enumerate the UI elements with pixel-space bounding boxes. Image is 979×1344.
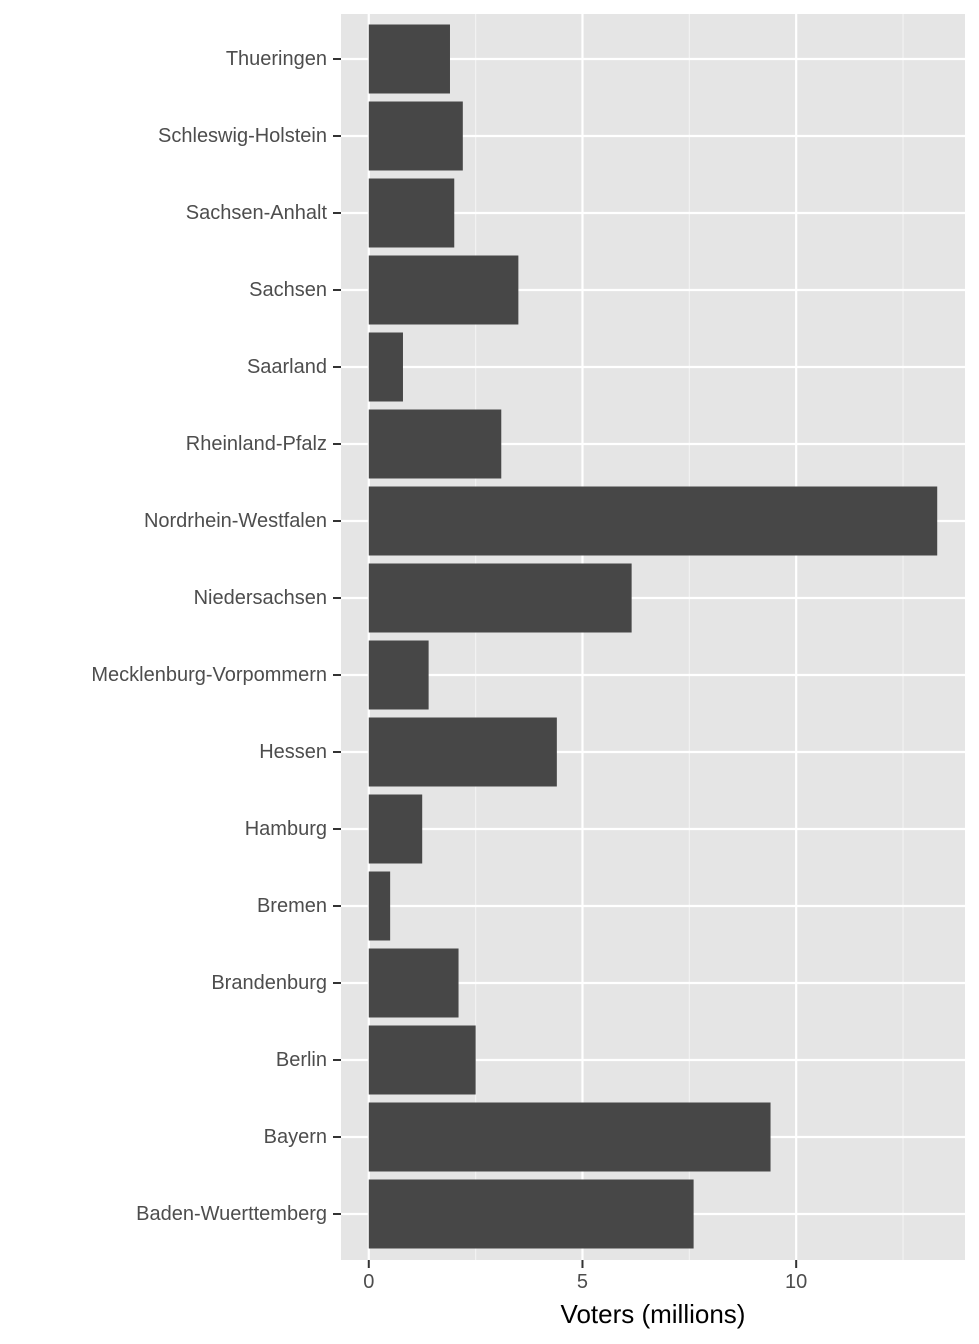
bar-schleswig-holstein: [368, 101, 463, 171]
y-tick-label: Rheinland-Pfalz: [186, 433, 327, 455]
y-tick-label: Nordrhein-Westfalen: [144, 510, 327, 532]
x-axis-title: Voters (millions): [561, 1299, 746, 1329]
bar-sachsen-anhalt: [368, 178, 455, 248]
y-tick-label: Schleswig-Holstein: [158, 125, 327, 147]
y-tick-label: Bayern: [264, 1126, 327, 1148]
bar-bayern: [368, 1102, 771, 1172]
x-tick-label: 10: [785, 1271, 807, 1293]
bar-hessen: [368, 717, 557, 787]
bar-hamburg: [368, 794, 423, 864]
bar-baden-wuerttemberg: [368, 1179, 694, 1249]
bar-sachsen: [368, 255, 519, 325]
bar-rheinland-pfalz: [368, 409, 502, 479]
y-tick-label: Bremen: [257, 895, 327, 917]
y-tick-label: Saarland: [247, 356, 327, 378]
bar-mecklenburg-vorpommern: [368, 640, 429, 710]
y-tick-label: Hessen: [259, 741, 327, 763]
bar-thueringen: [368, 24, 450, 94]
bar-brandenburg: [368, 948, 459, 1018]
x-axis: 0 5 10: [363, 1260, 807, 1293]
y-axis: Baden-Wuerttemberg Bayern Berlin Brandenbur…: [91, 48, 341, 1225]
bar-niedersachsen: [368, 563, 632, 633]
bar-bremen: [368, 871, 391, 941]
y-tick-label: Baden-Wuerttemberg: [136, 1203, 327, 1225]
x-tick-label: 5: [577, 1271, 588, 1293]
y-tick-label: Niedersachsen: [194, 587, 327, 609]
x-tick-label: 0: [363, 1271, 374, 1293]
bars: [368, 24, 938, 1249]
y-tick-label: Berlin: [276, 1049, 327, 1071]
y-tick-label: Mecklenburg-Vorpommern: [91, 664, 327, 686]
bar-berlin: [368, 1025, 476, 1095]
y-tick-label: Thueringen: [226, 48, 327, 70]
y-tick-label: Sachsen: [249, 279, 327, 301]
y-tick-label: Brandenburg: [211, 972, 327, 994]
y-tick-label: Hamburg: [245, 818, 327, 840]
bar-nordrhein-westfalen: [368, 486, 938, 556]
bar-saarland: [368, 332, 403, 402]
y-tick-label: Sachsen-Anhalt: [186, 202, 328, 224]
